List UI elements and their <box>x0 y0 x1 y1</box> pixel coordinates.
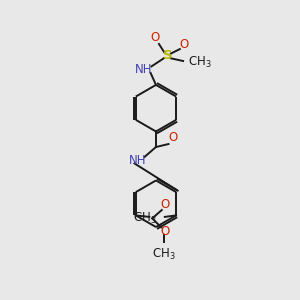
Text: CH$_3$: CH$_3$ <box>188 55 212 70</box>
Text: O: O <box>151 31 160 44</box>
Text: O: O <box>160 225 170 238</box>
Text: S: S <box>163 50 172 62</box>
Text: NH: NH <box>129 154 147 167</box>
Text: CH$_3$: CH$_3$ <box>152 247 176 262</box>
Text: O: O <box>161 197 170 211</box>
Text: CH$_3$: CH$_3$ <box>133 211 157 226</box>
Text: O: O <box>180 38 189 51</box>
Text: O: O <box>168 131 178 144</box>
Text: NH: NH <box>135 63 153 76</box>
